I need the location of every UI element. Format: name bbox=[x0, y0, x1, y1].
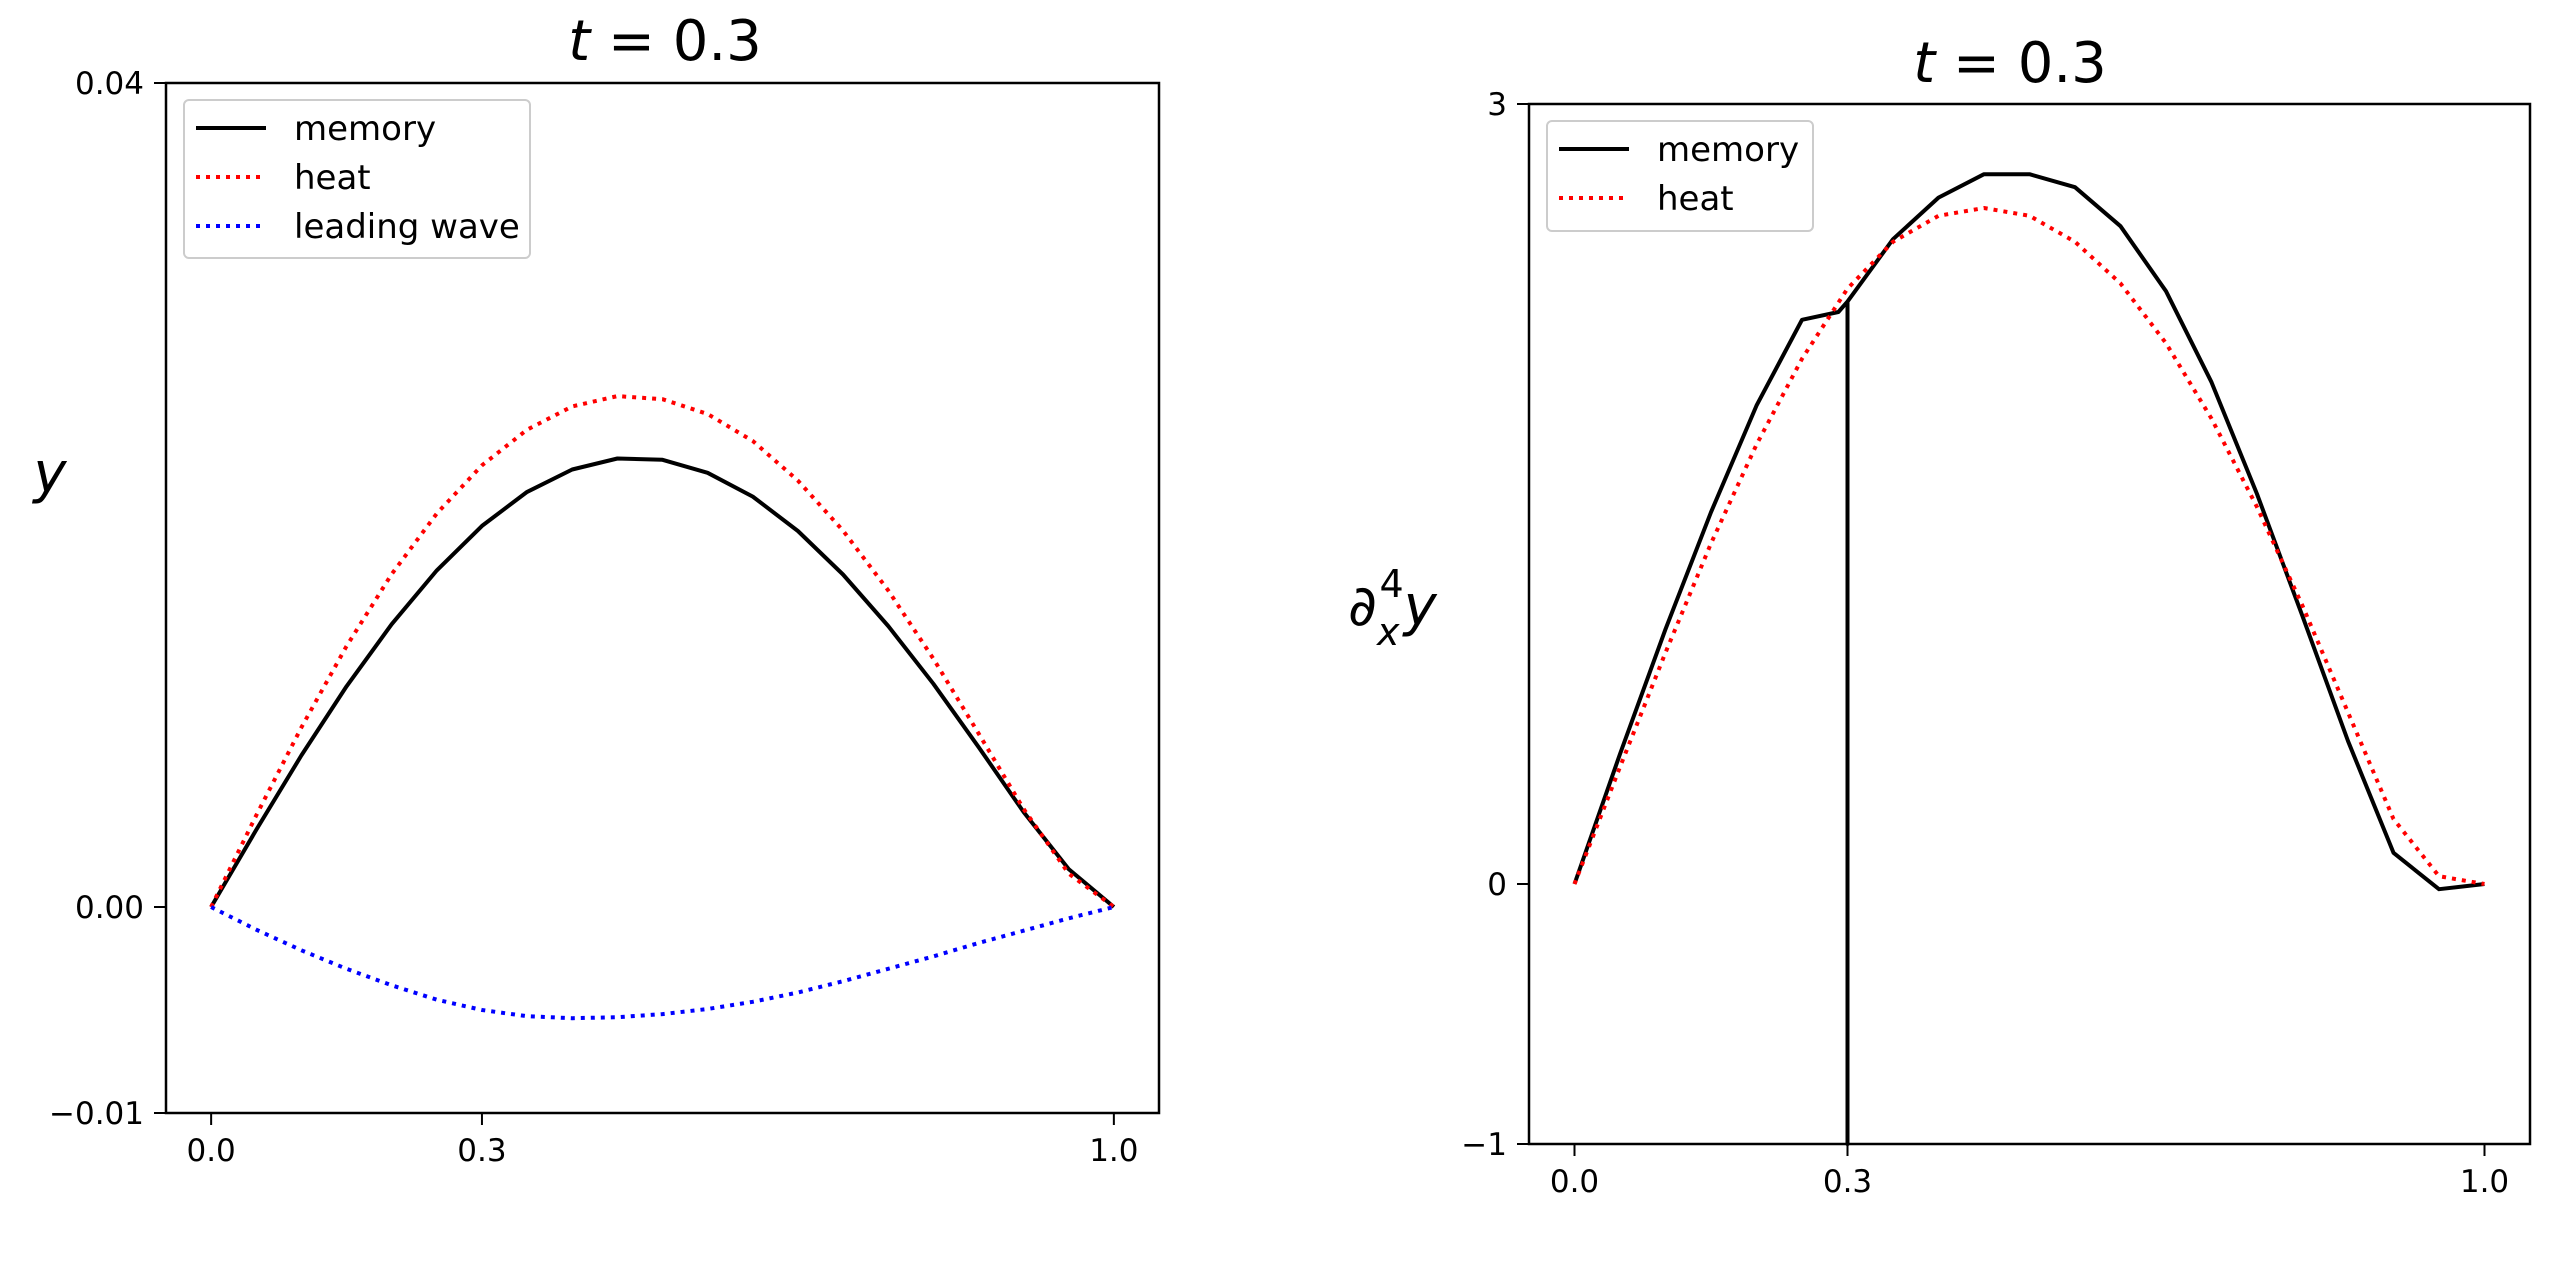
legend-label-heat: heat bbox=[1657, 179, 1734, 219]
legend-label-memory: memory bbox=[294, 109, 436, 149]
legend-box bbox=[183, 99, 531, 259]
left-legend: memory heat leading wave bbox=[183, 99, 531, 259]
y-tick-label: 0.00 bbox=[75, 890, 144, 926]
y-tick-label: 0.04 bbox=[75, 66, 144, 102]
left-chart: t = 0.3 y 0.0 0.3 1.0 0.04 0.00 −0.01 memory h… bbox=[31, 9, 1161, 1169]
x-tick-label: 0.3 bbox=[457, 1133, 506, 1169]
legend-label-heat: heat bbox=[294, 158, 371, 198]
legend-label-leading-wave: leading wave bbox=[294, 207, 520, 247]
series-line-leading-wave bbox=[210, 905, 1115, 1021]
series-line-memory bbox=[209, 456, 1116, 909]
right-y-axis-label: ∂x4y bbox=[1348, 562, 1438, 654]
x-tick-label: 0.0 bbox=[186, 1133, 235, 1169]
y-tick-label: −0.01 bbox=[49, 1096, 144, 1132]
left-chart-title: t = 0.3 bbox=[568, 9, 762, 74]
series-line-heat bbox=[1572, 206, 2485, 886]
left-plot-frame bbox=[164, 81, 1161, 1115]
right-chart-title: t = 0.3 bbox=[1913, 31, 2107, 96]
x-tick-label: 1.0 bbox=[1089, 1133, 1138, 1169]
left-y-axis-label: y bbox=[31, 441, 67, 506]
series-line-memory bbox=[1572, 172, 2485, 1146]
right-chart: t = 0.3 ∂x4y 0.0 0.3 1.0 3 0 −1 memory heat bbox=[1348, 31, 2532, 1200]
right-legend: memory heat bbox=[1546, 120, 1814, 232]
y-tick-label: 0 bbox=[1487, 867, 1507, 903]
left-plot-area bbox=[209, 394, 1116, 1021]
series-line-heat bbox=[209, 394, 1116, 909]
left-axis-ticks: 0.0 0.3 1.0 0.04 0.00 −0.01 bbox=[49, 66, 1139, 1169]
right-plot-area bbox=[1572, 172, 2485, 1146]
y-tick-label: 3 bbox=[1487, 87, 1507, 123]
right-axis-ticks: 0.0 0.3 1.0 3 0 −1 bbox=[1461, 87, 2509, 1200]
y-tick-label: −1 bbox=[1461, 1127, 1507, 1163]
legend-label-memory: memory bbox=[1657, 130, 1799, 170]
x-tick-label: 0.3 bbox=[1823, 1164, 1872, 1200]
right-plot-frame bbox=[1527, 102, 2532, 1146]
x-tick-label: 0.0 bbox=[1550, 1164, 1599, 1200]
x-tick-label: 1.0 bbox=[2460, 1164, 2509, 1200]
